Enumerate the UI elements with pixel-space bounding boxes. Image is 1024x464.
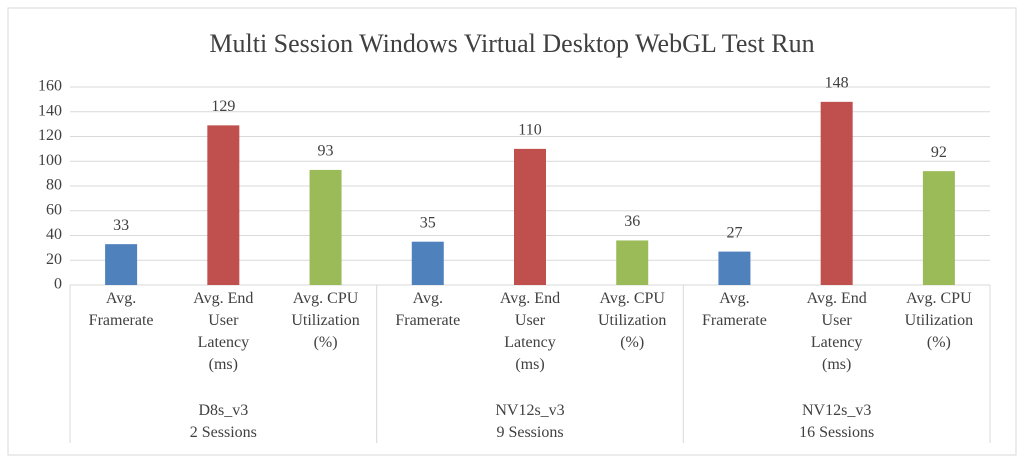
x-tick-label-line: (ms)	[515, 356, 544, 373]
y-tick-label: 160	[38, 78, 62, 95]
group-label: D8s_v3 2 Sessions	[190, 402, 257, 441]
x-tick-label: Avg. Framerate	[89, 290, 154, 329]
bar	[820, 101, 853, 285]
data-label: 129	[211, 98, 235, 115]
x-tick-label: Avg. Framerate	[702, 290, 767, 329]
y-tick-label: 40	[46, 226, 62, 243]
x-tick-label-line: Avg.	[719, 290, 749, 307]
chart-border	[7, 7, 1017, 456]
x-tick-label-line: (ms)	[209, 356, 238, 373]
x-tick-label: Avg. CPU Utilization (%)	[598, 290, 666, 351]
x-tick-label-line: Framerate	[89, 312, 154, 329]
y-tick-label: 80	[46, 177, 62, 194]
bar	[718, 251, 751, 285]
group-label-line: 2 Sessions	[190, 424, 257, 441]
data-label: 35	[420, 214, 436, 231]
bar	[411, 241, 444, 285]
data-label: 110	[518, 122, 541, 139]
group-label-line: 16 Sessions	[799, 424, 874, 441]
x-tick-label-line: Avg. End	[500, 290, 560, 307]
x-tick-label-line: Avg. End	[807, 290, 867, 307]
x-tick-label-line: Avg.	[106, 290, 136, 307]
x-tick-label-line: (%)	[314, 334, 338, 351]
x-tick-label-line: Latency	[811, 334, 863, 351]
bar	[309, 169, 342, 285]
x-tick-label-line: Avg. End	[193, 290, 253, 307]
y-tick-label: 0	[54, 276, 62, 293]
data-label: 148	[825, 75, 849, 92]
chart-title: Multi Session Windows Virtual Desktop We…	[209, 29, 814, 58]
data-label: 92	[931, 144, 947, 161]
y-tick-label: 60	[46, 201, 62, 218]
group-label-line: 9 Sessions	[496, 424, 563, 441]
x-tick-label-line: Utilization	[598, 312, 666, 329]
bar	[207, 125, 240, 285]
data-label: 27	[726, 224, 742, 241]
x-tick-label-line: User	[515, 312, 546, 329]
x-tick-label-line: Avg. CPU	[906, 290, 972, 307]
x-tick-label-line: User	[822, 312, 853, 329]
x-tick-label-line: Avg.	[413, 290, 443, 307]
group-label-line: NV12s_v3	[495, 402, 564, 419]
y-tick-label: 20	[46, 251, 62, 268]
bar	[922, 171, 955, 285]
data-label: 93	[318, 143, 334, 160]
x-tick-label-line: Utilization	[291, 312, 359, 329]
y-tick-label: 140	[38, 102, 62, 119]
data-label: 36	[624, 213, 640, 230]
group-label-line: NV12s_v3	[802, 402, 871, 419]
x-tick-label-line: Avg. CPU	[599, 290, 665, 307]
x-tick-label-line: Utilization	[905, 312, 973, 329]
data-label: 33	[113, 217, 129, 234]
x-tick-label-line: Framerate	[702, 312, 767, 329]
x-tick-label: Avg. End User Latency (ms)	[807, 290, 867, 373]
x-tick-label-line: Framerate	[395, 312, 460, 329]
group-label-line: D8s_v3	[198, 402, 248, 419]
x-tick-label-line: (%)	[927, 334, 951, 351]
x-tick-label-line: Avg. CPU	[293, 290, 359, 307]
bar	[105, 244, 138, 285]
x-tick-label: Avg. CPU Utilization (%)	[905, 290, 973, 351]
x-tick-label: Avg. CPU Utilization (%)	[291, 290, 359, 351]
x-tick-label-line: Latency	[504, 334, 556, 351]
x-tick-label: Avg. End User Latency (ms)	[193, 290, 253, 373]
x-tick-label-line: Latency	[198, 334, 250, 351]
x-tick-label-line: User	[208, 312, 239, 329]
group-label: NV12s_v3 16 Sessions	[799, 402, 874, 441]
x-tick-label: Avg. End User Latency (ms)	[500, 290, 560, 373]
bar	[514, 148, 546, 285]
x-tick-label-line: (ms)	[822, 356, 851, 373]
y-tick-label: 120	[38, 127, 62, 144]
y-tick-label: 100	[38, 152, 62, 169]
bar	[616, 240, 649, 285]
x-tick-label-line: (%)	[620, 334, 644, 351]
group-label: NV12s_v3 9 Sessions	[495, 402, 564, 441]
x-tick-label: Avg. Framerate	[395, 290, 460, 329]
